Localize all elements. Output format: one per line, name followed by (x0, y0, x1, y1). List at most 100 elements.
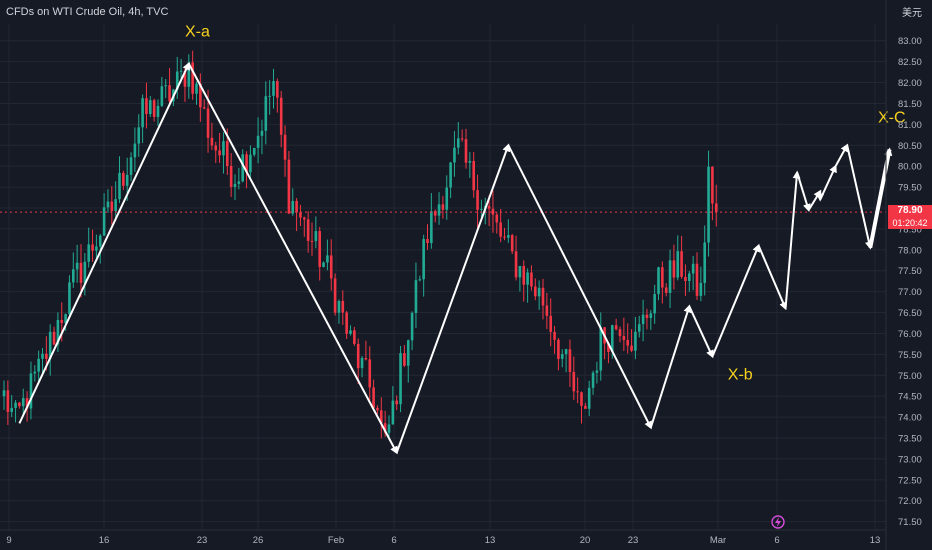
candle-body (383, 423, 387, 433)
currency-label: 美元 (902, 8, 922, 19)
candle-body (445, 187, 449, 210)
y-tick-label: 77.00 (898, 287, 922, 298)
y-tick-label: 73.50 (898, 434, 922, 445)
x-tick-label: 16 (99, 535, 110, 546)
candle-body (122, 172, 125, 186)
candle-body (241, 154, 244, 182)
x-tick-label: 23 (628, 535, 639, 546)
candle-body (56, 319, 60, 345)
candle-body (518, 266, 522, 278)
candle-body (102, 207, 106, 236)
candle-body (18, 402, 21, 407)
y-tick-label: 71.50 (898, 517, 922, 528)
candle-body (260, 130, 264, 136)
candle-body (672, 260, 676, 278)
candle-body (179, 70, 183, 72)
candle-body (14, 402, 17, 408)
candle-body (695, 263, 699, 296)
candle-body (218, 150, 221, 156)
candle-body (661, 267, 664, 288)
x-tick-label: 6 (774, 535, 779, 546)
y-tick-label: 76.50 (898, 308, 922, 319)
symbol-title[interactable]: CFDs on WTI Crude Oil, 4h, TVC (6, 6, 169, 18)
candle-body (52, 331, 56, 345)
candle-body (322, 262, 325, 267)
projection-segment (819, 164, 837, 201)
y-tick-label: 73.00 (898, 454, 922, 465)
candle-body (418, 279, 422, 281)
candle-body (98, 235, 102, 247)
candle-body (87, 244, 90, 262)
candle-body (114, 199, 117, 212)
candle-body (557, 339, 560, 359)
candle-body (495, 214, 499, 223)
wave-segment (187, 63, 398, 455)
candle-body (437, 204, 441, 216)
candle-body (526, 272, 529, 285)
candle-body (641, 314, 645, 325)
wave-segment (395, 143, 511, 453)
candle-body (580, 392, 583, 406)
candle-body (364, 357, 368, 360)
candle-body (460, 138, 464, 140)
candle-body (453, 147, 456, 163)
candle-body (476, 190, 479, 210)
x-tick-label: Feb (328, 535, 344, 546)
candle-body (25, 398, 29, 409)
candle-body (472, 161, 475, 191)
candle-body (206, 108, 210, 138)
candle-body (129, 157, 133, 175)
candle-body (160, 86, 164, 106)
wave-segment (757, 245, 787, 311)
x-tick-label: 23 (197, 535, 208, 546)
y-tick-label: 74.50 (898, 392, 922, 403)
candle-body (549, 315, 552, 332)
candle-body (195, 83, 198, 94)
candle-body (264, 96, 268, 131)
candle-body (95, 246, 98, 251)
candle-body (649, 313, 653, 319)
candle-body (306, 219, 310, 241)
y-tick-label: 83.00 (898, 36, 922, 47)
candle-body (245, 154, 248, 173)
candle-body (468, 161, 472, 163)
candle-body (226, 141, 229, 167)
candle-body (283, 134, 287, 160)
candle-body (299, 212, 302, 218)
x-tick-label: 13 (485, 535, 496, 546)
candle-body (10, 407, 13, 412)
wave-segment (796, 172, 811, 213)
candle-body (510, 235, 514, 252)
candle-body (541, 287, 545, 306)
candle-body (210, 137, 214, 146)
candle-body (514, 251, 518, 278)
candle-body (349, 330, 352, 334)
candle-body (276, 81, 279, 98)
candle-body (622, 336, 626, 341)
candle-body (395, 400, 398, 405)
candle-body (168, 85, 171, 102)
candle-body (353, 330, 356, 344)
candle-body (118, 172, 121, 200)
y-tick-label: 81.50 (898, 99, 922, 110)
candle-body (387, 424, 391, 433)
candle-body (83, 261, 87, 283)
y-tick-label: 82.50 (898, 57, 922, 68)
wave-segment (18, 61, 190, 424)
candle-body (684, 276, 687, 281)
candle-body (79, 262, 83, 283)
candle-body (110, 201, 114, 212)
candle-body (29, 373, 33, 409)
candle-body (360, 357, 364, 369)
candle-body (368, 359, 372, 388)
candle-body (449, 162, 452, 188)
candle-body (599, 327, 603, 371)
candle-body (522, 266, 526, 285)
candle-body (125, 174, 129, 186)
candle-body (376, 407, 379, 411)
candle-body (303, 217, 306, 220)
candle-body (676, 251, 680, 278)
lightning-icon[interactable] (771, 515, 785, 529)
candle-body (487, 205, 491, 209)
